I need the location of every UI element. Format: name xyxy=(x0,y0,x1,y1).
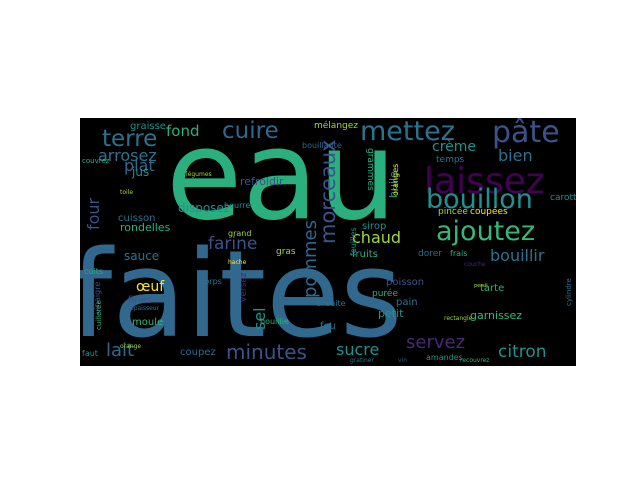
word: versez xyxy=(239,272,249,302)
word: coupées xyxy=(470,207,508,217)
word: cuits xyxy=(84,267,103,276)
word: bouillir xyxy=(490,246,545,265)
word: vin xyxy=(398,357,408,364)
word: gras xyxy=(276,247,296,257)
word: fruits xyxy=(352,249,378,260)
word: citron xyxy=(498,342,547,362)
word: jus xyxy=(132,165,150,179)
word: sauce xyxy=(124,249,160,263)
word: hache xyxy=(228,259,247,266)
word: carottes xyxy=(550,193,576,203)
word: feuilles xyxy=(349,227,358,256)
word: terre xyxy=(102,126,158,152)
word: frais xyxy=(450,249,468,258)
word-cloud: eau faites laissez mettez pâte bouillon … xyxy=(80,118,576,366)
word: coupez xyxy=(180,347,216,358)
word: cuire xyxy=(222,118,279,144)
word: couvrez xyxy=(82,157,110,165)
word: disposez xyxy=(178,201,231,215)
word: tarte xyxy=(480,283,505,294)
word: petit xyxy=(378,307,404,320)
word: mettez xyxy=(360,118,455,147)
word: oranges xyxy=(391,163,400,196)
word: bouillante xyxy=(302,141,342,150)
word: faut xyxy=(82,349,98,358)
word: laissez xyxy=(424,161,545,202)
word: pommes xyxy=(300,220,321,298)
word: poisson xyxy=(386,277,425,288)
word: morceaux xyxy=(316,139,340,244)
word: grammes xyxy=(365,148,375,191)
word: moule xyxy=(132,317,164,328)
word: beurre xyxy=(224,201,251,210)
word: sucre xyxy=(336,340,380,359)
word: eau xyxy=(166,118,397,248)
word: farine xyxy=(208,234,258,254)
word: cylindre xyxy=(565,278,573,306)
word: bouillon xyxy=(426,184,533,215)
word: servez xyxy=(406,332,466,353)
word: graisse xyxy=(130,121,166,132)
word: grand xyxy=(228,229,252,238)
word: bien xyxy=(498,146,533,165)
word: épaisseur xyxy=(130,305,160,312)
word: ensuite xyxy=(316,299,346,308)
word: plat xyxy=(124,156,155,175)
word: pincée xyxy=(438,207,468,217)
word: mélangez xyxy=(314,121,358,131)
word: cuisson xyxy=(118,213,156,224)
word: pâte xyxy=(492,118,560,150)
word: corps xyxy=(200,277,222,286)
word: toile xyxy=(120,189,134,196)
word: œuf xyxy=(136,279,165,295)
word: arrosez xyxy=(98,146,157,165)
word: rectangle xyxy=(444,315,473,322)
word: sirop xyxy=(362,221,387,232)
word: chaud xyxy=(352,228,402,247)
word: recouvrez xyxy=(460,357,490,364)
word: gratiner xyxy=(350,357,374,364)
word: purée xyxy=(372,289,398,299)
word: temps xyxy=(436,155,465,165)
word: cuillerée xyxy=(95,300,103,330)
word: fines xyxy=(128,295,152,306)
word: ajoutez xyxy=(436,216,536,247)
word: lait xyxy=(106,340,135,361)
word: orange xyxy=(120,343,142,350)
word: légumes xyxy=(186,171,212,178)
word: faites xyxy=(80,226,403,365)
word: refroidir xyxy=(240,175,284,188)
word: rondelles xyxy=(120,221,171,234)
word: feu xyxy=(320,321,337,332)
word: four xyxy=(84,197,103,230)
word: minutes xyxy=(226,340,307,364)
word: pain xyxy=(396,297,418,308)
word: garnissez xyxy=(470,309,523,322)
word: amandes xyxy=(426,353,463,362)
word: dorer xyxy=(418,249,442,259)
word: couche xyxy=(464,261,486,268)
word: crème xyxy=(432,139,477,155)
word: fond xyxy=(166,122,200,140)
word: persil xyxy=(474,283,488,289)
word: bouillie xyxy=(260,317,289,326)
